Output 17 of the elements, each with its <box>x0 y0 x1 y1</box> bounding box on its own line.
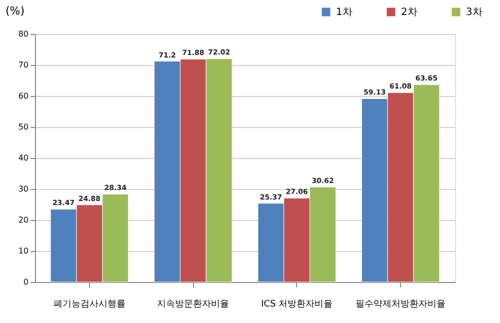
y-tick-label: 40 <box>18 154 28 162</box>
y-tick-label: 50 <box>18 122 28 132</box>
x-tick-label: 폐기능검사시행률 <box>53 300 126 310</box>
y-tick-label: 20 <box>18 216 28 224</box>
y-tick-label: 60 <box>18 92 28 100</box>
y-tick-label: 70 <box>18 60 28 70</box>
y-tick-label: 30 <box>18 184 28 194</box>
y-axis-title: (%) <box>6 4 25 18</box>
x-tick-label: 필수약제처방환자비율 <box>356 300 446 310</box>
legend-label: 1차 <box>336 7 352 18</box>
y-tick-label: 10 <box>18 246 28 256</box>
y-tick-label: 0 <box>23 278 28 286</box>
x-tick-label: ICS 처방환자비율 <box>261 300 333 310</box>
legend-label: 2차 <box>401 7 418 18</box>
legend-label: 3차 <box>466 7 482 18</box>
y-tick-label: 80 <box>18 30 28 38</box>
x-tick-label: 지속방문환자비율 <box>157 300 230 310</box>
